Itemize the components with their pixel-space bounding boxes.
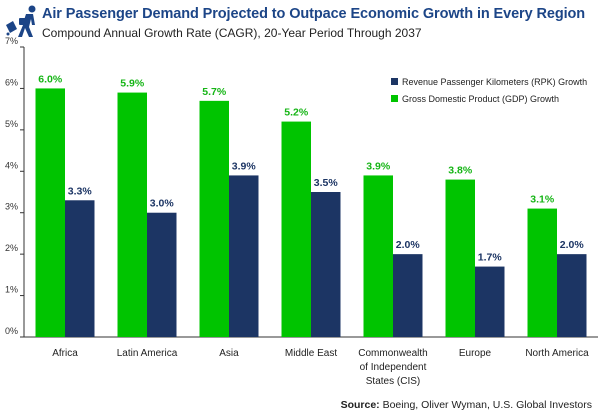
bar-rpk bbox=[475, 266, 505, 337]
data-label: 1.7% bbox=[478, 252, 503, 264]
source-note: Source: Boeing, Oliver Wyman, U.S. Globa… bbox=[341, 399, 592, 411]
y-tick-label: 1% bbox=[5, 285, 18, 295]
x-tick-label: States (CIS) bbox=[366, 376, 420, 387]
y-tick-label: 5% bbox=[5, 119, 18, 129]
x-tick-label: Middle East bbox=[285, 348, 337, 359]
data-label: 3.0% bbox=[150, 198, 175, 210]
data-label: 3.9% bbox=[232, 160, 257, 172]
chart-subtitle: Compound Annual Growth Rate (CAGR), 20-Y… bbox=[42, 26, 422, 40]
bar-gdp bbox=[117, 92, 147, 337]
bar-rpk bbox=[393, 254, 423, 337]
bar-gdp bbox=[363, 175, 393, 337]
bar-gdp bbox=[445, 179, 475, 337]
bar-rpk bbox=[147, 212, 177, 337]
x-tick-label: Europe bbox=[459, 348, 492, 359]
bar-gdp bbox=[281, 121, 311, 337]
x-tick-label: Asia bbox=[219, 348, 239, 359]
x-tick-label: of Independent bbox=[360, 362, 427, 373]
data-label: 5.2% bbox=[284, 107, 309, 119]
data-label: 3.9% bbox=[366, 160, 391, 172]
bar-rpk bbox=[557, 254, 587, 337]
data-label: 2.0% bbox=[396, 239, 421, 251]
x-tick-label: Latin America bbox=[117, 348, 178, 359]
data-label: 6.0% bbox=[38, 73, 63, 85]
bar-rpk bbox=[229, 175, 259, 337]
data-label: 5.9% bbox=[120, 78, 145, 90]
data-label: 3.8% bbox=[448, 165, 473, 177]
x-tick-label: North America bbox=[525, 348, 589, 359]
data-label: 5.7% bbox=[202, 86, 227, 98]
legend-swatch bbox=[391, 78, 398, 85]
bar-gdp bbox=[35, 88, 65, 337]
legend-swatch bbox=[391, 95, 398, 102]
bar-rpk bbox=[311, 192, 341, 337]
data-label: 3.1% bbox=[530, 194, 555, 206]
source-label: Source: bbox=[340, 399, 380, 411]
y-tick-label: 4% bbox=[5, 160, 18, 170]
legend-label: Revenue Passenger Kilometers (RPK) Growt… bbox=[402, 77, 587, 87]
bar-gdp bbox=[527, 208, 557, 337]
y-tick-label: 3% bbox=[5, 202, 18, 212]
chart-title: Air Passenger Demand Projected to Outpac… bbox=[42, 6, 586, 22]
data-label: 3.3% bbox=[68, 185, 93, 197]
source-text: Boeing, Oliver Wyman, U.S. Global Invest… bbox=[382, 399, 592, 411]
y-tick-label: 6% bbox=[5, 77, 18, 87]
y-tick-label: 0% bbox=[5, 326, 18, 336]
legend-label: Gross Domestic Product (GDP) Growth bbox=[402, 94, 559, 104]
data-label: 2.0% bbox=[560, 239, 585, 251]
x-tick-label: Commonwealth bbox=[358, 348, 427, 359]
y-tick-label: 2% bbox=[5, 243, 18, 253]
traveler-with-luggage-icon bbox=[6, 5, 36, 37]
bar-rpk bbox=[65, 200, 95, 337]
bar-gdp bbox=[199, 100, 229, 337]
x-tick-label: Africa bbox=[52, 348, 78, 359]
data-label: 3.5% bbox=[314, 177, 339, 189]
y-tick-label: 7% bbox=[5, 36, 18, 46]
